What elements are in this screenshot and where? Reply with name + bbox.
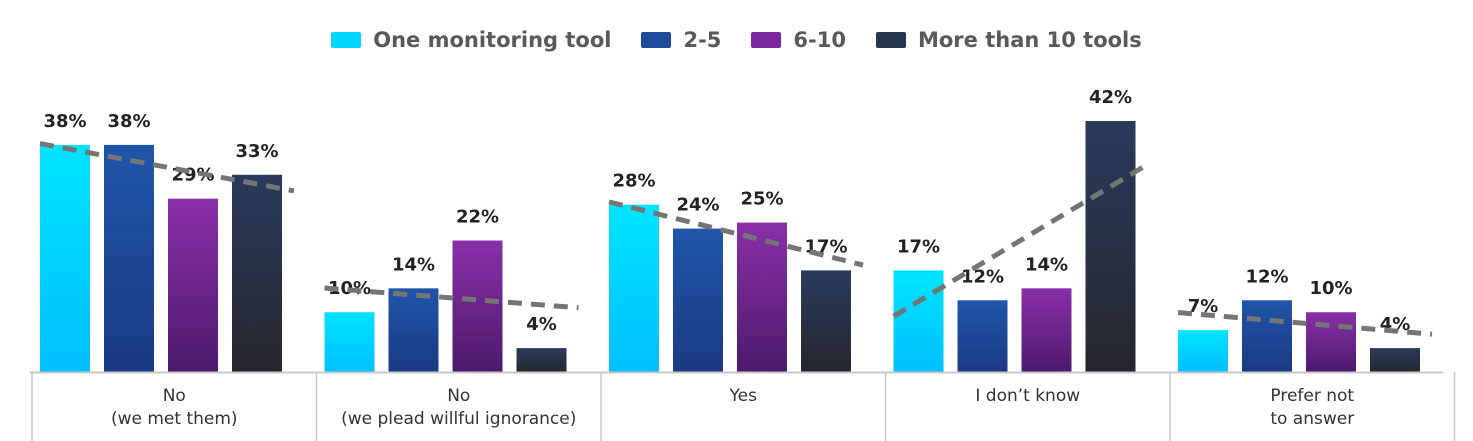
trend-line-3 [892,162,1149,319]
bar-4-0 [1178,330,1228,372]
data-label-3-3: 42% [1089,87,1132,108]
legend-item-more-than-10: More than 10 tools [875,28,1142,52]
bar-3-2 [1021,288,1072,372]
data-label-3-0: 17% [897,236,940,257]
category-label-1-0: No [447,386,470,406]
bar-2-2 [737,222,787,372]
data-label-3-1: 12% [961,266,1004,287]
bar-0-2 [168,198,218,372]
bar-4-2 [1306,312,1356,372]
category-label-0-1: (we met them) [111,409,238,429]
bar-3-1 [957,300,1008,372]
category-label-4-1: to answer [1270,409,1354,429]
trend-line-2 [608,199,864,268]
legend-item-2-5: 2-5 [641,28,721,52]
data-label-0-0: 38% [43,111,86,132]
bar-0-3 [232,174,282,372]
data-label-4-2: 10% [1309,278,1352,299]
bar-1-1 [388,288,439,372]
legend-swatch-one-tool [331,32,362,48]
legend-label-6-10: 6-10 [793,28,846,52]
bar-0-1 [104,144,154,372]
data-label-2-1: 24% [676,195,719,216]
data-label-0-1: 38% [107,111,150,132]
bar-3-3 [1085,121,1136,372]
data-label-0-3: 33% [235,141,278,162]
legend-swatch-more-than-10 [875,32,906,48]
data-label-4-0: 7% [1188,296,1219,317]
trend-line-4 [1177,310,1433,337]
bar-2-1 [673,228,723,372]
bar-1-2 [452,240,503,372]
bar-2-3 [801,270,851,372]
legend-swatch-2-5 [641,32,672,48]
legend: One monitoring tool 2-5 6-10 More than 1… [0,28,1473,52]
bar-1-0 [324,312,375,372]
legend-item-one-tool: One monitoring tool [331,28,611,52]
data-label-1-3: 4% [526,314,557,335]
bar-2-0 [609,204,659,372]
legend-swatch-6-10 [751,32,782,48]
category-label-3-0: I don’t know [975,386,1080,406]
trend-line-0 [39,141,295,194]
legend-label-2-5: 2-5 [683,28,722,52]
bar-4-1 [1242,300,1292,372]
trend-line-1 [324,285,579,311]
data-label-2-0: 28% [612,171,655,192]
data-label-3-2: 14% [1025,254,1068,275]
category-label-1-1: (we plead willful ignorance) [341,409,576,429]
bar-0-0 [40,144,90,372]
data-label-1-2: 22% [456,207,499,228]
legend-item-6-10: 6-10 [751,28,846,52]
data-label-1-1: 14% [392,254,435,275]
category-label-2-0: Yes [729,386,758,406]
category-label-4-0: Prefer not [1270,386,1354,406]
data-label-2-2: 25% [740,189,783,210]
bar-3-0 [893,270,944,372]
category-label-0-0: No [163,386,186,406]
data-label-4-1: 12% [1245,266,1288,287]
legend-label-more-than-10: More than 10 tools [917,28,1142,52]
bar-4-3 [1370,348,1420,372]
bar-1-3 [516,348,567,372]
legend-label-one-tool: One monitoring tool [373,28,612,52]
